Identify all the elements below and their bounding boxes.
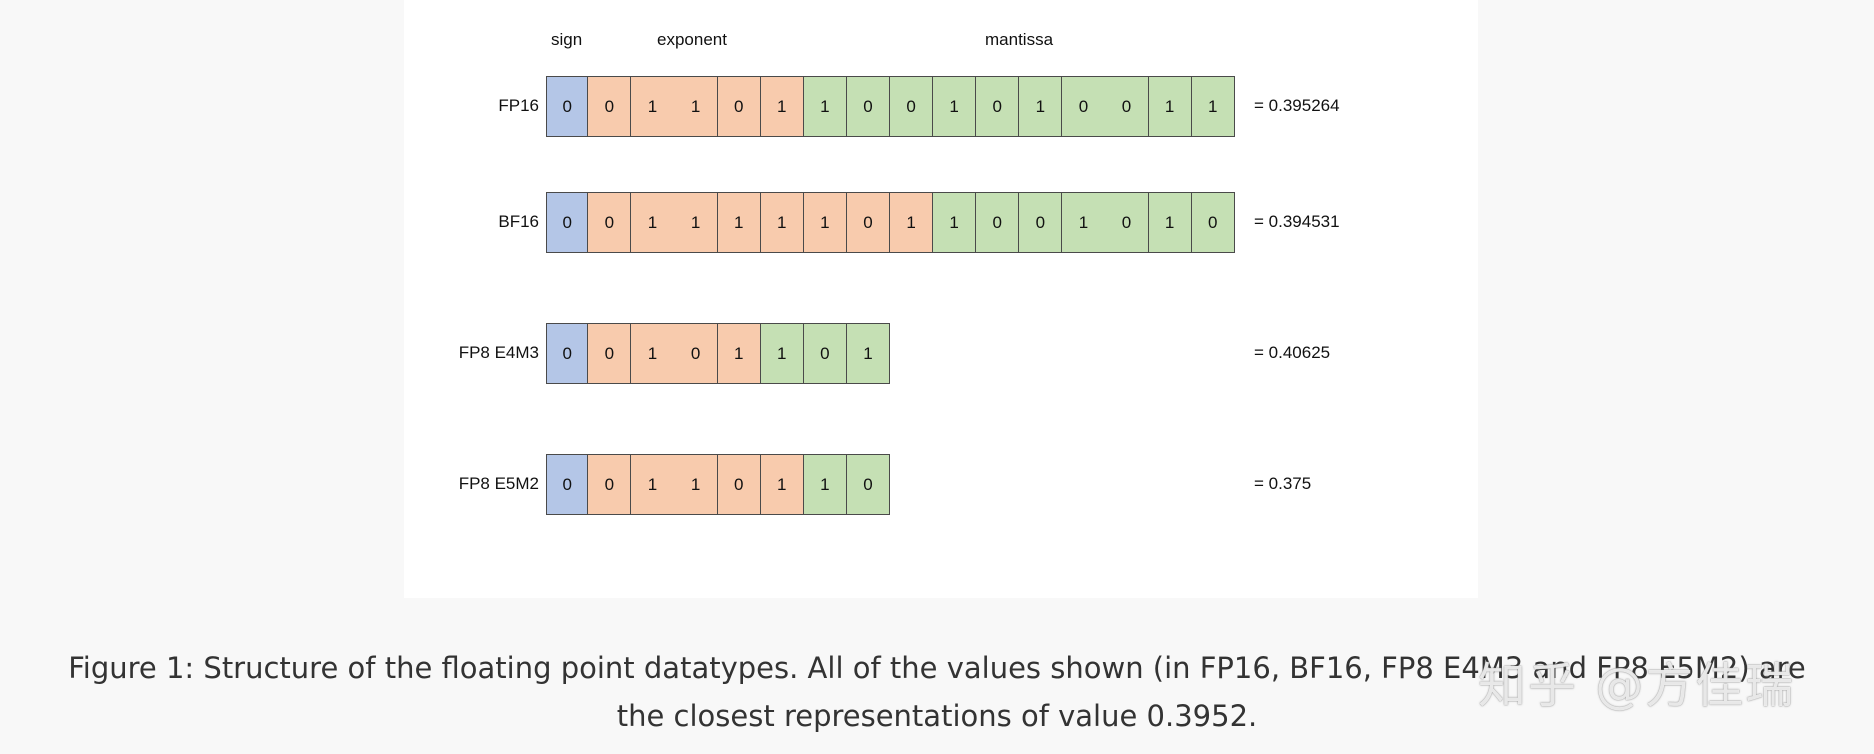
exponent-bit-cell: 1 (674, 192, 718, 253)
mantissa-bit-cell: 1 (846, 323, 891, 384)
sign-bit-cell: 0 (546, 76, 589, 137)
row-value-fp8-e4m3: = 0.40625 (1254, 343, 1331, 362)
exponent-bit-cell: 1 (760, 192, 804, 253)
mantissa-bit-cell: 1 (1019, 76, 1063, 137)
mantissa-bit-cell: 1 (933, 76, 977, 137)
header-mantissa: mantissa (985, 30, 1054, 49)
exponent-bit-cell: 1 (889, 192, 934, 253)
mantissa-bit-cell: 0 (1062, 76, 1106, 137)
exponent-bit-cell: 1 (717, 192, 761, 253)
header-sign: sign (551, 30, 583, 49)
row-value-fp8-e5m2: = 0.375 (1254, 474, 1312, 493)
exponent-bit-cell: 1 (631, 323, 675, 384)
exponent-bit-cell: 1 (631, 192, 675, 253)
mantissa-bit-cell: 0 (803, 323, 847, 384)
mantissa-bit-cell: 1 (933, 192, 977, 253)
mantissa-bit-cell: 0 (1105, 76, 1149, 137)
exponent-bit-cell: 1 (674, 76, 718, 137)
mantissa-bit-cell: 1 (1148, 76, 1192, 137)
row-value-fp16: = 0.395264 (1254, 96, 1340, 115)
caption-line-2: the closest representations of value 0.3… (616, 699, 1258, 733)
exponent-bit-cell: 0 (846, 192, 891, 253)
row-value-bf16: = 0.394531 (1254, 212, 1340, 231)
mantissa-bit-cell: 0 (1105, 192, 1149, 253)
exponent-bit-cell: 0 (588, 192, 632, 253)
mantissa-bit-cell: 0 (1019, 192, 1063, 253)
row-label-bf16: BF16 (498, 212, 539, 231)
row-label-fp16: FP16 (498, 96, 539, 115)
mantissa-bit-cell: 0 (1191, 192, 1235, 253)
exponent-bit-cell: 1 (803, 192, 847, 253)
sign-bit-cell: 0 (546, 323, 589, 384)
exponent-bit-cell: 0 (717, 76, 761, 137)
exponent-bit-cell: 1 (631, 76, 675, 137)
exponent-bit-cell: 0 (717, 454, 761, 515)
exponent-bit-cell: 0 (588, 323, 632, 384)
row-label-fp8-e5m2: FP8 E5M2 (458, 474, 539, 493)
mantissa-bit-cell: 1 (803, 454, 847, 515)
sign-bit-cell: 0 (546, 454, 589, 515)
mantissa-bit-cell: 1 (760, 323, 804, 384)
mantissa-bit-cell: 0 (889, 76, 934, 137)
mantissa-bit-cell: 0 (976, 192, 1020, 253)
mantissa-bit-cell: 0 (846, 454, 891, 515)
caption-line-1: Figure 1: Structure of the floating poin… (68, 651, 1806, 685)
header-exponent: exponent (657, 30, 727, 49)
mantissa-bit-cell: 1 (1148, 192, 1192, 253)
figure-caption: Figure 1: Structure of the floating poin… (0, 644, 1874, 740)
exponent-bit-cell: 0 (674, 323, 718, 384)
exponent-bit-cell: 0 (588, 454, 632, 515)
watermark: 知乎 @方佳瑞 (1478, 658, 1796, 714)
mantissa-bit-cell: 1 (803, 76, 847, 137)
sign-bit-cell: 0 (546, 192, 589, 253)
mantissa-bit-cell: 1 (1191, 76, 1235, 137)
exponent-bit-cell: 1 (717, 323, 761, 384)
row-label-fp8-e4m3: FP8 E4M3 (458, 343, 539, 362)
mantissa-bit-cell: 0 (976, 76, 1020, 137)
mantissa-bit-cell: 1 (1062, 192, 1106, 253)
exponent-bit-cell: 1 (760, 76, 804, 137)
mantissa-bit-cell: 0 (846, 76, 891, 137)
exponent-bit-cell: 0 (588, 76, 632, 137)
exponent-bit-cell: 1 (631, 454, 675, 515)
exponent-bit-cell: 1 (674, 454, 718, 515)
exponent-bit-cell: 1 (760, 454, 804, 515)
